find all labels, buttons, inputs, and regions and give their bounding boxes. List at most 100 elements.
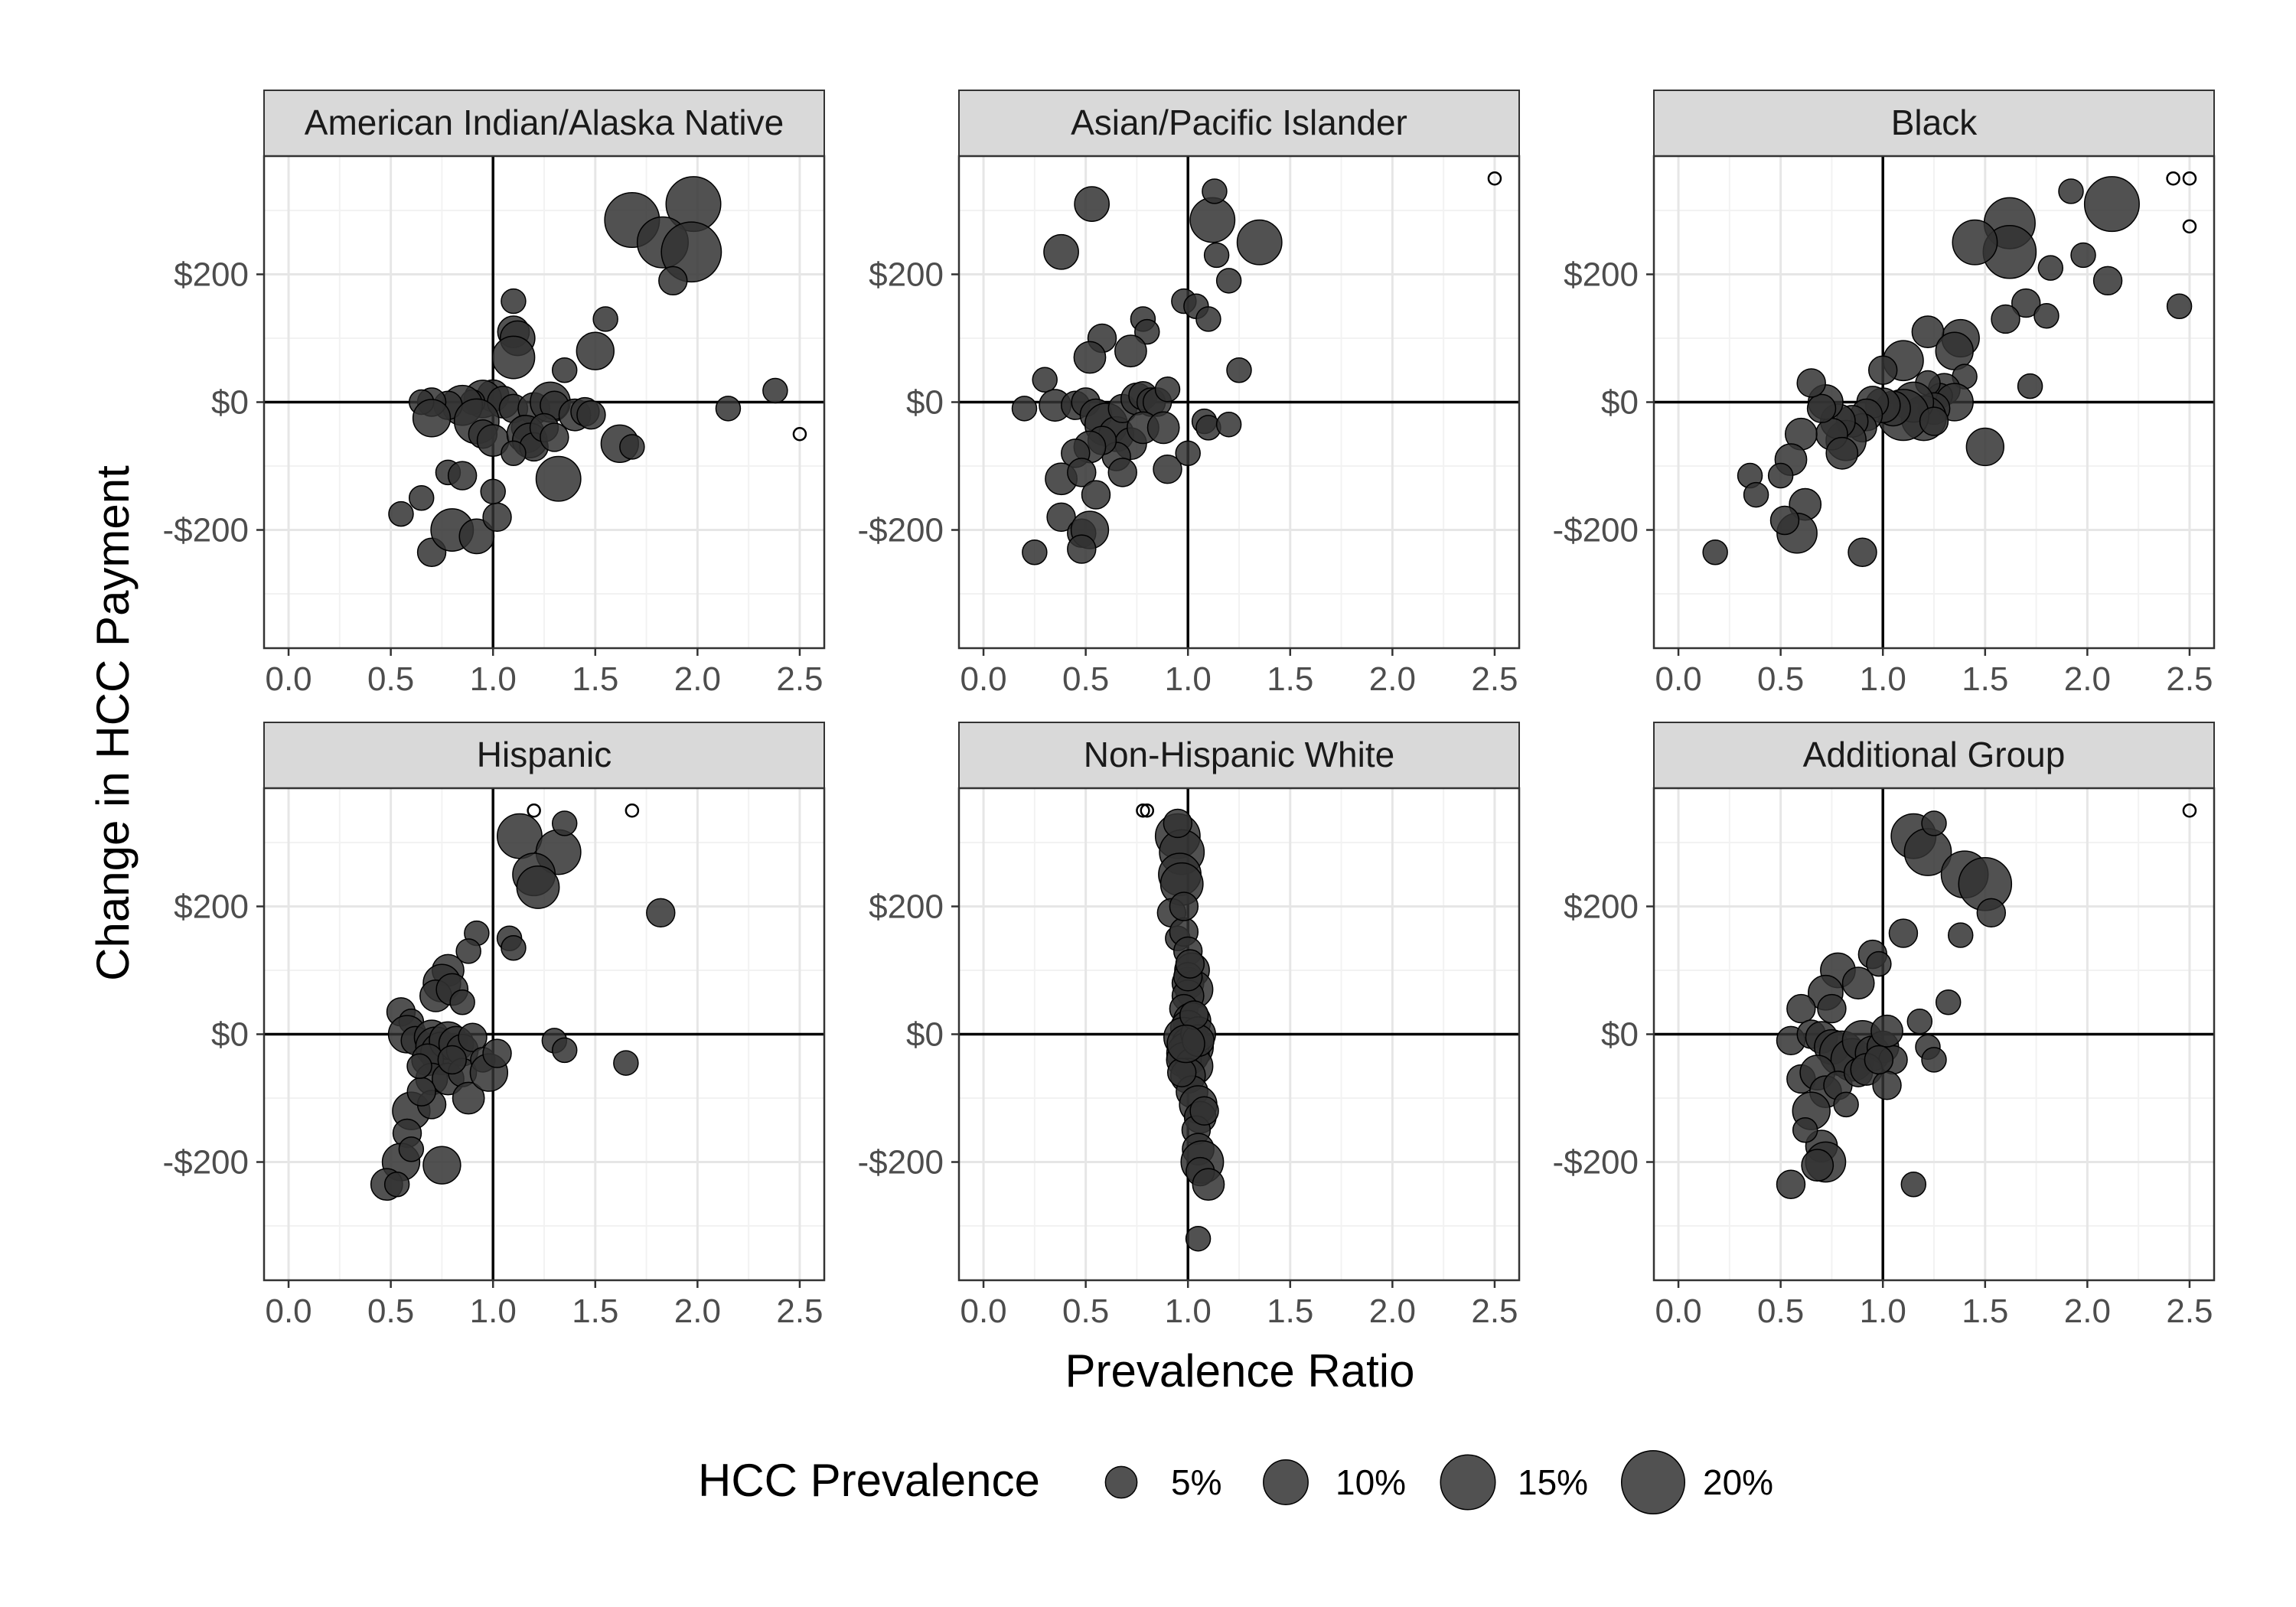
data-point xyxy=(501,440,527,467)
data-point xyxy=(1236,219,1283,266)
data-point xyxy=(1801,1149,1835,1182)
data-point xyxy=(422,1146,461,1185)
x-tick-label: 2.0 xyxy=(2064,1292,2111,1330)
data-point xyxy=(762,377,788,404)
data-point xyxy=(2166,293,2193,319)
data-point xyxy=(383,1172,410,1198)
facet-panel-hispanic: Hispanic 0.0 0.5 1.0 1.5 2.0 2.5 -$200 $0 $200 xyxy=(162,722,826,1330)
x-tick-label: 1.5 xyxy=(1962,660,2008,698)
data-point xyxy=(2033,303,2060,329)
data-point xyxy=(1074,186,1110,222)
data-point xyxy=(1906,1009,1933,1035)
x-tick-label: 0.0 xyxy=(1655,660,1701,698)
x-tick-label: 2.0 xyxy=(2064,660,2111,698)
data-point-open xyxy=(625,803,640,818)
x-tick-label: 1.0 xyxy=(1860,1292,1906,1330)
data-point xyxy=(1991,304,2020,334)
x-tick-label: 2.0 xyxy=(674,660,721,698)
facet-strip xyxy=(1653,90,2215,157)
facet-panel-additional-group: Additional Group 0.0 0.5 1.0 1.5 2.0 2.5 -$200 $… xyxy=(1552,722,2216,1330)
x-tick-label: 1.0 xyxy=(1860,660,1906,698)
data-point-open xyxy=(2166,171,2180,186)
data-point-open xyxy=(2182,803,2197,818)
x-tick-label: 2.0 xyxy=(674,1292,721,1330)
x-tick-label: 0.0 xyxy=(265,660,311,698)
x-tick-label: 0.5 xyxy=(1757,660,1804,698)
data-point xyxy=(1032,367,1058,393)
data-point xyxy=(715,396,742,422)
x-tick-label: 1.0 xyxy=(470,1292,517,1330)
facet-title: Non-Hispanic White xyxy=(1084,735,1394,774)
data-point xyxy=(1022,539,1048,566)
y-tick-label: $0 xyxy=(906,384,944,422)
data-point xyxy=(1866,950,1892,977)
data-point xyxy=(1203,242,1230,269)
x-tick-label: 2.5 xyxy=(2166,660,2213,698)
facet-panel-black: Black 0.0 0.5 1.0 1.5 2.0 2.5 -$200 $0 $200 xyxy=(1552,90,2216,698)
data-point xyxy=(1215,411,1242,438)
y-tick-label: -$200 xyxy=(857,1144,944,1182)
data-point xyxy=(2070,242,2096,269)
data-point xyxy=(576,399,606,430)
data-point xyxy=(1189,1096,1219,1126)
data-point xyxy=(408,485,435,511)
panels: American Indian/Alaska Native 0.0 0.5 1.0 1.… xyxy=(162,90,2216,1330)
data-point-open xyxy=(1140,803,1155,818)
data-point-open xyxy=(792,427,807,442)
data-point xyxy=(1870,1014,1903,1048)
legend-label: 15% xyxy=(1518,1462,1588,1502)
data-point xyxy=(576,331,615,370)
data-point xyxy=(1952,219,1998,266)
y-tick-label: -$200 xyxy=(162,512,249,549)
x-tick-label: 1.5 xyxy=(572,1292,618,1330)
facet-title: American Indian/Alaska Native xyxy=(305,103,784,142)
data-point xyxy=(1081,480,1111,510)
data-point xyxy=(1976,898,2007,928)
data-point xyxy=(1702,539,1728,566)
data-point xyxy=(1185,1225,1212,1252)
data-point xyxy=(449,989,475,1015)
x-tick-label: 1.5 xyxy=(572,660,618,698)
data-point xyxy=(1792,1117,1818,1143)
data-point xyxy=(1134,318,1160,345)
x-tick-label: 0.0 xyxy=(1655,1292,1701,1330)
data-point xyxy=(1841,966,1875,1000)
data-point xyxy=(1796,368,1826,398)
data-point xyxy=(458,1022,488,1052)
data-point xyxy=(1154,376,1181,403)
y-tick-label: $200 xyxy=(1564,888,1639,925)
data-point xyxy=(491,335,536,380)
y-tick-label: -$200 xyxy=(1552,512,1639,549)
data-point xyxy=(1114,334,1147,368)
data-point xyxy=(613,1050,639,1076)
data-point xyxy=(2058,178,2084,204)
legend-title: HCC Prevalence xyxy=(698,1455,1040,1506)
data-point xyxy=(497,813,543,859)
data-point xyxy=(406,1077,436,1107)
data-point xyxy=(1769,505,1800,536)
x-tick-label: 1.0 xyxy=(1165,660,1212,698)
data-point xyxy=(1166,1024,1205,1064)
data-point-open xyxy=(2182,171,2197,186)
x-tick-label: 2.5 xyxy=(1471,1292,1518,1330)
data-point xyxy=(1067,534,1097,564)
data-point xyxy=(551,357,578,383)
data-point xyxy=(1868,355,1898,385)
data-point-open xyxy=(1136,803,1150,818)
data-point xyxy=(1226,357,1252,383)
data-point xyxy=(1864,1045,1894,1075)
data-point xyxy=(1067,458,1097,487)
data-point xyxy=(619,434,645,460)
data-point xyxy=(1169,892,1199,921)
x-tick-label: 0.5 xyxy=(367,660,414,698)
data-point xyxy=(398,1136,425,1162)
data-point xyxy=(1833,1091,1859,1118)
data-point xyxy=(480,478,506,505)
x-tick-label: 2.5 xyxy=(2166,1292,2213,1330)
data-point xyxy=(535,455,582,502)
y-tick-label: -$200 xyxy=(1552,1144,1639,1182)
data-point xyxy=(1107,458,1137,487)
facet-strip xyxy=(958,722,1520,789)
x-tick-label: 0.0 xyxy=(960,660,1006,698)
